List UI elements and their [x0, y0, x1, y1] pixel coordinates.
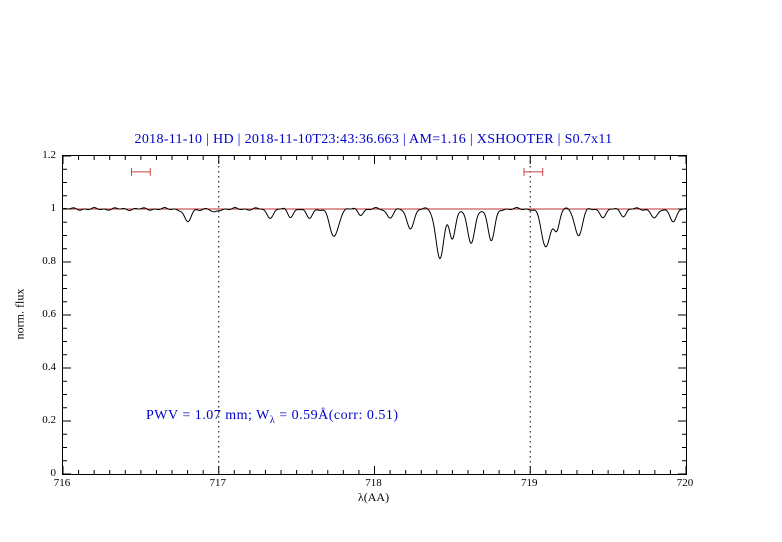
x-tick-label: 720: [676, 477, 694, 489]
x-tick-label: 718: [365, 477, 382, 489]
y-tick-label: 0.6: [42, 308, 56, 320]
pwv-annotation-sub: λ: [269, 414, 276, 426]
plot-title: 2018-11-10 | HD | 2018-11-10T23:43:36.66…: [134, 132, 613, 147]
spectrum-line: [63, 207, 686, 260]
plot-svg: [63, 156, 686, 474]
x-tick-label: 719: [521, 477, 538, 489]
pwv-annotation-prefix: PWV = 1.07 mm; W: [146, 408, 270, 423]
plot-area: PWV = 1.07 mm; Wλ = 0.59Å(corr: 0.51): [62, 155, 687, 475]
y-tick-label: 0: [50, 467, 57, 479]
x-axis-label: λ(AA): [357, 490, 390, 504]
y-tick-label: 0.4: [42, 361, 56, 373]
y-tick-label: 1: [50, 202, 57, 214]
pwv-annotation-suffix: = 0.59Å(corr: 0.51): [275, 408, 399, 423]
y-tick-label: 1.2: [42, 149, 56, 161]
pwv-annotation: PWV = 1.07 mm; Wλ = 0.59Å(corr: 0.51): [146, 408, 399, 426]
y-tick-label: 0.2: [42, 414, 56, 426]
y-tick-label: 0.8: [42, 255, 56, 267]
x-tick-label: 716: [53, 477, 71, 489]
x-tick-label: 717: [209, 477, 227, 489]
